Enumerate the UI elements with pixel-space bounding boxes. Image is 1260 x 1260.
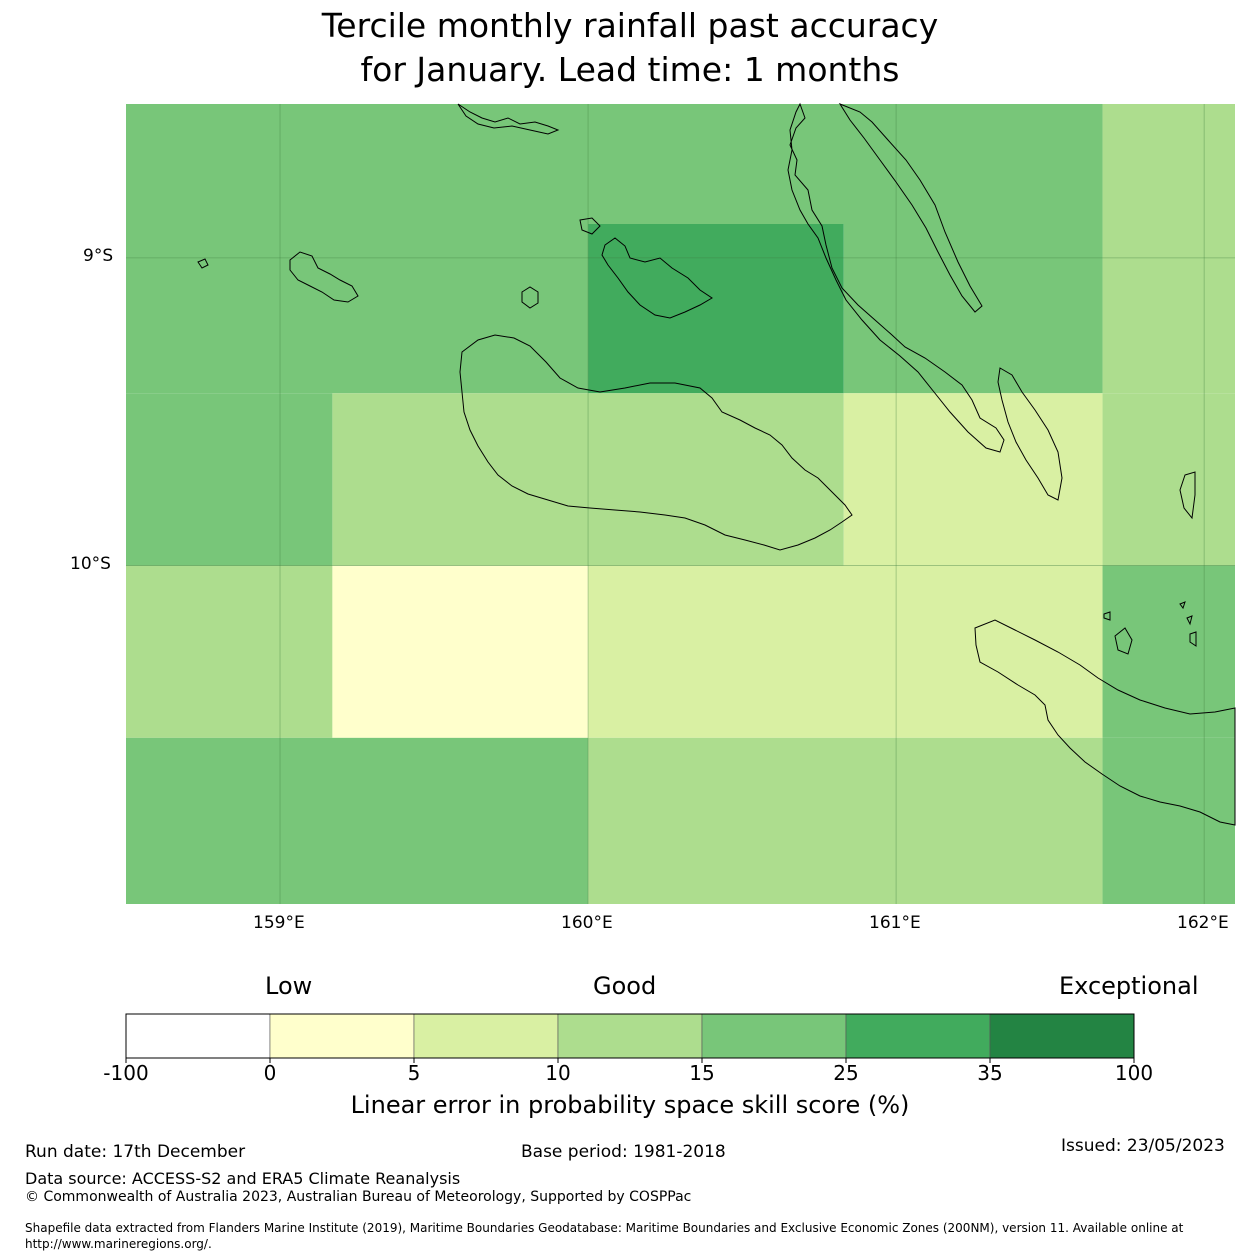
skill-cell — [126, 737, 589, 904]
coastline-santa-isabel-north — [838, 102, 983, 313]
skill-cell — [126, 104, 1103, 224]
colorbar-tick: 15 — [689, 1061, 715, 1085]
colorbar-swatch — [413, 1013, 559, 1059]
skill-cell — [1102, 104, 1235, 224]
colorbar-swatch — [269, 1013, 415, 1059]
shapefile-credit-line-2: http://www.marineregions.org/. — [25, 1237, 212, 1251]
skill-cell — [588, 565, 1103, 738]
lon-label-159e: 159°E — [253, 913, 305, 933]
skill-cell — [126, 393, 333, 566]
skill-cell — [843, 393, 1103, 566]
coastline-islet-east-3 — [1186, 615, 1193, 626]
skill-grid — [126, 104, 1235, 904]
colorbar-category-good: Good — [593, 972, 657, 1000]
colorbar-swatch — [845, 1013, 991, 1059]
lat-label-9s: 9°S — [83, 246, 114, 266]
title-line-1: Tercile monthly rainfall past accuracy — [321, 6, 939, 45]
data-source: Data source: ACCESS-S2 and ERA5 Climate … — [25, 1169, 461, 1188]
skill-cell — [843, 224, 1103, 394]
run-date: Run date: 17th December — [25, 1142, 246, 1162]
colorbar-category-exceptional: Exceptional — [1059, 972, 1199, 1000]
copyright: © Commonwealth of Australia 2023, Austra… — [25, 1189, 692, 1205]
coastline-malaita — [997, 367, 1063, 501]
coastline-islet-east-1 — [1103, 611, 1111, 621]
colorbar-swatch — [557, 1013, 703, 1059]
colorbar — [125, 1013, 1135, 1063]
coastline-small-island-b — [521, 286, 539, 309]
colorbar-outline — [125, 1013, 1135, 1059]
skill-cell — [126, 224, 589, 394]
graticule — [126, 104, 1235, 904]
coastline-florida-islands — [601, 237, 713, 319]
skill-cell — [1102, 393, 1235, 566]
lat-label-10s: 10°S — [70, 554, 111, 574]
coastline-islet-east-4 — [1189, 631, 1197, 647]
colorbar-tick: 25 — [833, 1061, 859, 1085]
colorbar-tick: 35 — [977, 1061, 1003, 1085]
colorbar-tick: -100 — [103, 1061, 149, 1085]
chart-title: Tercile monthly rainfall past accuracy f… — [0, 4, 1260, 92]
coastline-russell-islands — [289, 251, 359, 303]
colorbar-swatch — [125, 1013, 271, 1059]
coastline-small-island-a — [579, 217, 601, 235]
skill-cell — [332, 393, 844, 566]
skill-cell — [588, 737, 1103, 904]
issued-date: Issued: 23/05/2023 — [1061, 1136, 1225, 1156]
coastline-ulawa — [1114, 627, 1133, 655]
coastline-north-islands — [457, 103, 560, 135]
lon-label-161e: 161°E — [869, 913, 921, 933]
coastline-islet-east-2 — [1179, 601, 1186, 610]
skill-cell — [1102, 737, 1235, 904]
coastline-small-malaita — [1179, 471, 1196, 520]
skill-cell — [588, 224, 844, 394]
colorbar-label: Linear error in probability space skill … — [350, 1091, 910, 1119]
coastline-islet-west — [197, 258, 209, 269]
colorbar-tick: 0 — [263, 1061, 277, 1085]
shapefile-credit-line-1: Shapefile data extracted from Flanders M… — [25, 1221, 1184, 1235]
colorbar-tick: 10 — [545, 1061, 571, 1085]
colorbar-category-low: Low — [265, 972, 313, 1000]
title-line-2: for January. Lead time: 1 months — [360, 50, 900, 89]
coastline-guadalcanal — [459, 334, 853, 551]
skill-cell — [332, 565, 589, 738]
lon-label-160e: 160°E — [561, 913, 613, 933]
lon-label-162e: 162°E — [1177, 913, 1229, 933]
base-period: Base period: 1981-2018 — [521, 1142, 726, 1162]
coastlines — [197, 102, 1236, 826]
colorbar-swatch — [701, 1013, 847, 1059]
colorbar-tick: 100 — [1114, 1061, 1154, 1085]
coastline-makira — [974, 619, 1236, 826]
colorbar-swatch — [989, 1013, 1135, 1059]
colorbar-tick: 5 — [407, 1061, 421, 1085]
skill-cell — [1102, 224, 1235, 394]
coastline-santa-isabel — [787, 102, 1005, 453]
skill-cell — [126, 565, 333, 738]
